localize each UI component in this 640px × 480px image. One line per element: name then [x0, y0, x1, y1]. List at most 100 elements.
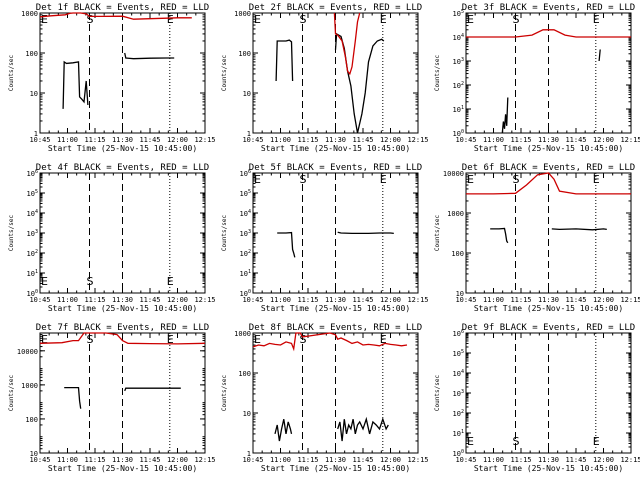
x-tick-label: 12:15: [620, 136, 640, 144]
det-panel-9: Det 9f BLACK = Events, RED = LLD 100 101 10…: [434, 323, 640, 473]
y-tick-label: 104: [240, 209, 251, 218]
panel-title: Det 9f BLACK = Events, RED = LLD: [462, 323, 635, 333]
y-axis-label: Counts/sec: [434, 215, 441, 252]
y-tick-label: 100: [25, 50, 38, 58]
x-tick-label: 11:30: [112, 296, 133, 304]
y-axis-label: Counts/sec: [8, 375, 15, 412]
x-tick-label: 11:30: [325, 296, 346, 304]
det-panel-7: Det 7f BLACK = Events, RED = LLD 10 100 100…: [8, 323, 216, 473]
y-tick-label: 1000: [234, 330, 251, 338]
det-panel-6: Det 6f BLACK = Events, RED = LLD 10 100 100…: [434, 163, 640, 313]
x-tick-label: 12:00: [380, 296, 401, 304]
x-tick-label: 11:30: [538, 456, 559, 464]
x-tick-label: 11:15: [84, 456, 105, 464]
y-tick-label: 104: [27, 209, 38, 218]
series-line-lld: [333, 12, 361, 76]
x-tick-label: 11:15: [297, 456, 318, 464]
x-axis-label: Start Time (25-Nov-15 10:45:00): [261, 304, 410, 313]
x-axis-label: Start Time (25-Nov-15 10:45:00): [48, 144, 197, 153]
x-tick-label: 12:00: [167, 456, 188, 464]
series-line-events: [277, 231, 394, 258]
y-tick-label: 1000: [21, 382, 38, 390]
y-tick-label: 103: [453, 57, 464, 66]
y-tick-label: 104: [453, 33, 464, 42]
x-tick-label: 11:45: [565, 136, 586, 144]
det-panel-1: Det 1f BLACK = Events, RED = LLD 1 10 100 10…: [8, 3, 216, 153]
series-line-lld: [252, 332, 408, 352]
y-tick-label: 104: [453, 369, 464, 378]
y-tick-label: 1000: [21, 10, 38, 18]
x-tick-label: 11:45: [139, 456, 160, 464]
det-panel-2: Det 2f BLACK = Events, RED = LLD 1 10 100 10…: [221, 3, 429, 153]
marker-label: S: [300, 173, 307, 186]
marker-label: E: [41, 333, 48, 346]
det-panel-8: Det 8f BLACK = Events, RED = LLD 1 10 100 10…: [221, 323, 429, 473]
y-tick-label: 10: [456, 290, 464, 298]
series-line-events: [501, 49, 601, 134]
y-tick-label: 102: [453, 409, 464, 418]
x-tick-label: 12:15: [194, 296, 215, 304]
y-tick-label: 103: [453, 389, 464, 398]
x-tick-label: 11:45: [565, 296, 586, 304]
y-axis-label: Counts/sec: [221, 375, 228, 412]
series-line-lld: [39, 12, 192, 20]
x-tick-label: 12:00: [167, 296, 188, 304]
x-axis-label: Start Time (25-Nov-15 10:45:00): [48, 304, 197, 313]
marker-label: S: [87, 13, 94, 26]
marker-label: E: [254, 333, 261, 346]
x-tick-label: 11:15: [84, 136, 105, 144]
x-tick-label: 11:00: [57, 456, 78, 464]
x-axis-label: Start Time (25-Nov-15 10:45:00): [261, 144, 410, 153]
y-tick-label: 101: [27, 269, 38, 278]
y-tick-label: 100: [451, 250, 464, 258]
x-tick-label: 11:15: [510, 456, 531, 464]
x-tick-label: 11:00: [483, 136, 504, 144]
x-tick-label: 11:45: [352, 136, 373, 144]
marker-label: E: [167, 275, 174, 288]
x-tick-label: 11:15: [510, 136, 531, 144]
y-axis-label: Counts/sec: [8, 215, 15, 252]
y-tick-label: 105: [453, 9, 464, 18]
y-tick-label: 100: [453, 129, 464, 138]
y-tick-label: 100: [27, 289, 38, 298]
x-tick-label: 10:45: [29, 456, 50, 464]
y-tick-label: 100: [25, 416, 38, 424]
y-tick-label: 105: [453, 349, 464, 358]
y-tick-label: 1: [247, 450, 251, 458]
panel-title: Det 4f BLACK = Events, RED = LLD: [36, 163, 209, 173]
panel-title: Det 1f BLACK = Events, RED = LLD: [36, 3, 209, 13]
series-line-events: [274, 416, 389, 442]
y-tick-label: 10: [243, 410, 251, 418]
series-line-lld: [39, 332, 206, 345]
x-tick-label: 11:00: [483, 296, 504, 304]
x-tick-label: 10:45: [29, 296, 50, 304]
x-axis-label: Start Time (25-Nov-15 10:45:00): [474, 304, 623, 313]
panel-title: Det 5f BLACK = Events, RED = LLD: [249, 163, 422, 173]
x-axis-label: Start Time (25-Nov-15 10:45:00): [48, 464, 197, 473]
series-line-lld: [466, 172, 631, 195]
x-tick-label: 11:00: [270, 456, 291, 464]
y-tick-label: 105: [240, 189, 251, 198]
det-panel-4: Det 4f BLACK = Events, RED = LLD 100 101 10…: [8, 163, 216, 313]
y-tick-label: 101: [453, 105, 464, 114]
y-tick-label: 10: [30, 450, 38, 458]
series-line-events: [62, 52, 175, 109]
x-tick-label: 11:00: [270, 296, 291, 304]
marker-label: S: [300, 13, 307, 26]
y-axis-label: Counts/sec: [221, 55, 228, 92]
y-tick-label: 1: [34, 130, 38, 138]
y-tick-label: 103: [27, 229, 38, 238]
x-tick-label: 10:45: [455, 136, 476, 144]
x-tick-label: 12:00: [593, 456, 614, 464]
series-line-events: [275, 32, 385, 134]
y-tick-label: 102: [240, 249, 251, 258]
x-tick-label: 11:00: [57, 296, 78, 304]
x-tick-label: 12:15: [407, 456, 428, 464]
marker-label: E: [380, 173, 387, 186]
x-tick-label: 11:30: [112, 136, 133, 144]
x-tick-label: 11:30: [325, 136, 346, 144]
y-tick-label: 10: [243, 90, 251, 98]
y-axis-label: Counts/sec: [434, 375, 441, 412]
x-tick-label: 10:45: [29, 136, 50, 144]
x-tick-label: 11:30: [325, 456, 346, 464]
